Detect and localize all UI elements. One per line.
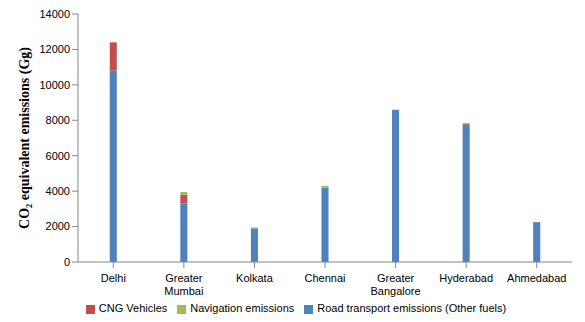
html-text:CNG Vehicles: CNG Vehicles [98,302,168,314]
svg-text:Delhi: Delhi [101,272,126,284]
svg-text:Chennai: Chennai [305,272,346,284]
html-text:Road transport emissions (Othe: Road transport emissions (Other fuels) [317,302,507,314]
svg-text:Kolkata: Kolkata [236,272,274,284]
svg-text:GreaterMumbai: GreaterMumbai [164,272,203,297]
svg-text:12000: 12000 [39,43,70,55]
svg-text:14000: 14000 [39,8,70,20]
svg-text:2000: 2000 [46,220,70,232]
svg-text:0: 0 [64,256,70,268]
html-text:Navigation emissions: Navigation emissions [190,302,295,314]
svg-text:Hyderabad: Hyderabad [439,272,493,284]
svg-text:6000: 6000 [46,150,70,162]
svg-text:Ahmedabad: Ahmedabad [507,272,566,284]
svg-text:GreaterBangalore: GreaterBangalore [370,272,420,297]
svg-text:CO₂ equivalent emissions (Gg): CO₂ equivalent emissions (Gg) [17,47,33,229]
svg-text:4000: 4000 [46,185,70,197]
svg-text:10000: 10000 [39,79,70,91]
svg-text:8000: 8000 [46,114,70,126]
